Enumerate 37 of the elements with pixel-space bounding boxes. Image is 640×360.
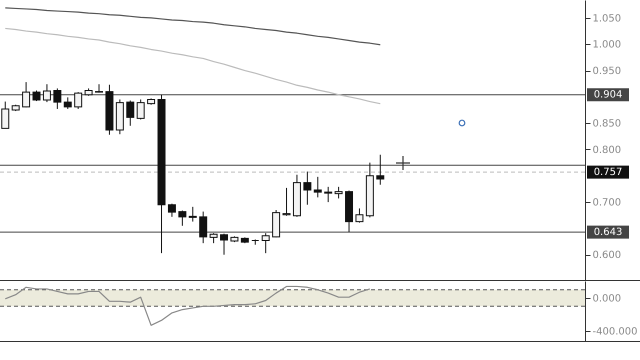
candlestick: [324, 186, 332, 203]
y-tick-label: 0.600: [592, 250, 622, 262]
candlestick: [42, 84, 51, 103]
y-tick-label: 0.950: [592, 66, 622, 78]
candlestick: [188, 206, 197, 222]
candlestick: [126, 100, 134, 126]
candlestick: [136, 98, 145, 120]
candlestick: [32, 90, 40, 102]
candlestick: [220, 233, 228, 256]
candlestick: [53, 88, 62, 110]
y-tick-label: 0.850: [592, 118, 622, 130]
y-tick-label: 0.700: [592, 198, 622, 209]
candlestick: [168, 203, 176, 218]
ref-line-label: 0.904: [594, 90, 622, 101]
candlestick: [22, 82, 30, 108]
candlestick: [64, 96, 72, 110]
candlestick: [199, 211, 208, 244]
candlestick: [334, 186, 343, 199]
line-series: [4, 28, 381, 104]
line-series: [4, 7, 381, 46]
candlestick: [282, 187, 291, 216]
candlestick: [262, 232, 270, 254]
y-tick-label: 1.050: [592, 13, 622, 24]
y-tick-label: -400.000: [592, 326, 638, 338]
candlestick: [376, 154, 384, 186]
y-tick-label: 1.000: [592, 40, 622, 51]
line-series: [4, 286, 370, 326]
candlestick: [210, 232, 218, 244]
candlestick: [314, 176, 322, 198]
y-tick-label: 0.800: [592, 144, 622, 156]
candlestick: [303, 171, 312, 206]
candlestick: [74, 92, 82, 110]
y-tick-label: 0.000: [592, 294, 622, 305]
ref-line-label: 0.643: [594, 227, 622, 238]
ref-line-label: 0.757: [594, 167, 622, 178]
candlestick: [178, 210, 186, 226]
candlestick: [355, 208, 364, 224]
